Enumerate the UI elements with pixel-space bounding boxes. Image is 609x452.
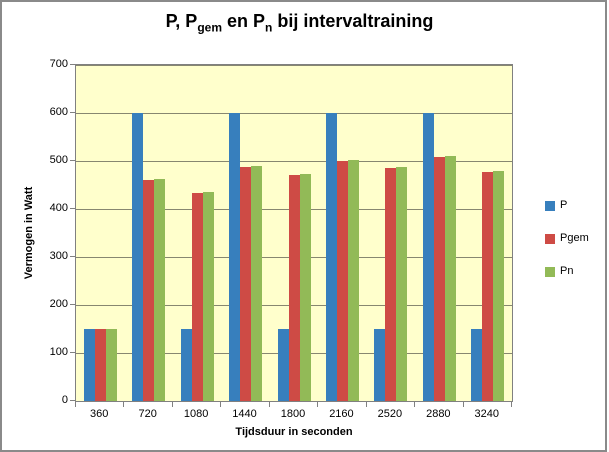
legend-item-Pn: Pn <box>545 266 573 277</box>
x-tick-mark-0 <box>75 402 76 407</box>
title-subscript: n <box>265 20 273 35</box>
gridline-600 <box>76 113 512 114</box>
gridline-500 <box>76 161 512 162</box>
bar-Pn-1800 <box>299 174 311 401</box>
bar-Pn-1080 <box>202 192 214 401</box>
x-tick-mark-4 <box>268 402 270 407</box>
legend-swatch-Pgem <box>545 233 555 244</box>
bar-Pgem-360 <box>94 329 106 401</box>
x-tick-mark-9 <box>511 402 512 407</box>
title-text: P, P <box>165 11 198 31</box>
x-tick-label-1440: 1440 <box>232 408 257 420</box>
x-tick-mark-5 <box>317 402 319 407</box>
y-tick-mark-100 <box>70 352 75 353</box>
bar-Pgem-1440 <box>240 166 252 401</box>
bar-P-1440 <box>229 113 241 401</box>
bar-P-2880 <box>422 113 434 401</box>
y-tick-mark-600 <box>70 112 75 113</box>
legend-label-Pn: Pn <box>560 265 574 277</box>
title-text: bij intervaltraining <box>272 11 434 31</box>
y-tick-label-500: 500 <box>49 154 68 166</box>
x-tick-mark-1 <box>123 402 125 407</box>
bar-P-1800 <box>277 329 289 401</box>
x-tick-mark-6 <box>365 402 367 407</box>
y-tick-label-700: 700 <box>49 58 68 70</box>
y-tick-label-0: 0 <box>61 394 68 406</box>
y-tick-label-300: 300 <box>49 250 68 262</box>
plot-area <box>75 64 513 402</box>
legend-swatch-P <box>545 200 555 211</box>
title-text: en P <box>222 11 266 31</box>
x-tick-mark-2 <box>171 402 173 407</box>
bar-P-2520 <box>374 329 386 401</box>
bar-P-360 <box>83 329 95 401</box>
bar-Pgem-3240 <box>482 172 494 401</box>
legend-item-P: P <box>545 200 567 211</box>
x-tick-label-3240: 3240 <box>474 408 499 420</box>
bar-Pgem-1800 <box>288 175 300 401</box>
x-tick-label-360: 360 <box>90 408 109 420</box>
x-tick-mark-3 <box>220 402 222 407</box>
bar-Pgem-720 <box>143 180 155 401</box>
y-tick-mark-400 <box>70 208 75 209</box>
bar-Pn-2160 <box>347 160 359 401</box>
y-tick-mark-300 <box>70 256 75 257</box>
bar-Pn-720 <box>154 179 166 401</box>
gridline-700 <box>76 65 512 66</box>
bar-P-720 <box>132 113 144 401</box>
y-tick-mark-500 <box>70 160 75 161</box>
x-tick-mark-8 <box>462 402 464 407</box>
bar-Pgem-2160 <box>336 161 348 401</box>
y-tick-label-600: 600 <box>49 106 68 118</box>
bar-Pgem-1080 <box>191 193 203 401</box>
x-tick-label-720: 720 <box>138 408 157 420</box>
bar-Pn-360 <box>105 329 117 401</box>
legend-item-Pgem: Pgem <box>545 233 589 244</box>
bar-P-2160 <box>325 113 337 401</box>
y-tick-label-200: 200 <box>49 298 68 310</box>
x-tick-label-1080: 1080 <box>183 408 209 420</box>
bar-P-1080 <box>180 329 192 401</box>
bar-Pn-1440 <box>251 165 263 401</box>
y-tick-mark-0 <box>70 400 75 401</box>
legend-swatch-Pn <box>545 266 555 277</box>
bar-Pgem-2880 <box>433 157 445 401</box>
chart-title: P, Pgem en Pn bij intervaltraining <box>2 11 597 35</box>
legend-label-Pgem: Pgem <box>560 232 589 244</box>
bar-Pn-2880 <box>444 156 456 401</box>
x-axis-title: Tijdsduur in seconden <box>235 426 353 438</box>
x-tick-label-2880: 2880 <box>426 408 451 420</box>
x-tick-label-2160: 2160 <box>329 408 354 420</box>
x-tick-label-1800: 1800 <box>280 408 306 420</box>
bar-Pn-3240 <box>493 171 505 401</box>
legend-label-P: P <box>560 199 568 211</box>
title-subscript: gem <box>197 20 222 35</box>
bar-Pn-2520 <box>396 167 408 401</box>
y-tick-mark-200 <box>70 304 75 305</box>
x-tick-label-2520: 2520 <box>377 408 403 420</box>
y-tick-mark-700 <box>70 64 75 65</box>
bar-P-3240 <box>471 329 483 401</box>
y-tick-label-100: 100 <box>49 346 68 358</box>
x-tick-mark-7 <box>414 402 416 407</box>
y-tick-label-400: 400 <box>49 202 68 214</box>
bar-Pgem-2520 <box>385 168 397 401</box>
